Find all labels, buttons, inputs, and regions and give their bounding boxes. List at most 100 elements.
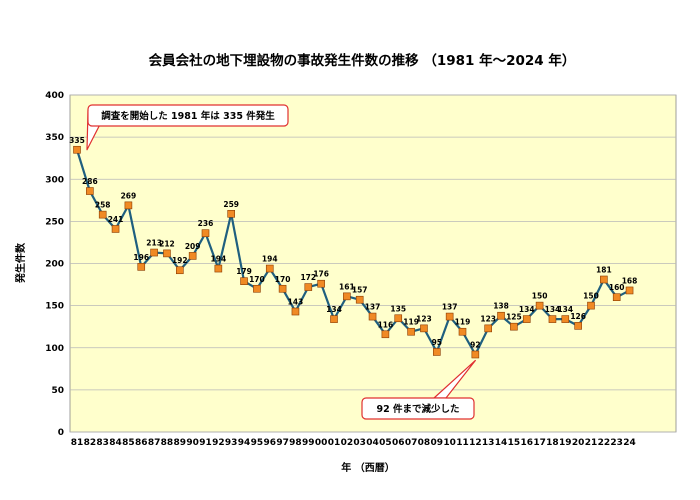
- data-label: 259: [223, 200, 239, 209]
- data-label: 176: [313, 270, 329, 279]
- x-tick-label: 86: [135, 438, 148, 448]
- data-point: [484, 324, 493, 333]
- data-point: [265, 264, 274, 273]
- x-tick-label: 88: [161, 438, 174, 448]
- x-tick-label: 14: [495, 438, 508, 448]
- y-axis-title: 発生件数: [14, 242, 27, 284]
- data-point: [368, 312, 377, 321]
- data-point: [188, 252, 197, 260]
- x-tick-label: 03: [353, 438, 366, 448]
- data-label: 125: [506, 313, 522, 322]
- data-point: [343, 292, 351, 301]
- x-tick-label: 92: [212, 438, 225, 448]
- data-label: 116: [378, 320, 394, 329]
- data-point: [150, 248, 158, 257]
- data-point: [176, 266, 184, 275]
- data-label: 123: [480, 314, 496, 323]
- y-tick-label: 350: [45, 133, 64, 143]
- data-label: 119: [403, 318, 419, 327]
- data-label: 212: [159, 239, 175, 248]
- data-label: 196: [133, 253, 149, 262]
- x-tick-label: 07: [405, 438, 418, 448]
- data-point: [291, 307, 300, 316]
- callout-text: 92 件まで減少した: [376, 403, 459, 415]
- data-label: 194: [262, 255, 278, 264]
- x-tick-label: 95: [251, 438, 264, 448]
- x-tick-label: 13: [482, 438, 495, 448]
- data-label: 134: [557, 305, 573, 314]
- data-point: [304, 283, 313, 291]
- x-tick-label: 08: [418, 438, 431, 448]
- data-point: [510, 322, 518, 331]
- data-label: 123: [416, 314, 432, 323]
- x-tick-label: 12: [469, 438, 482, 448]
- data-label: 137: [442, 303, 458, 312]
- annotation-layer: 調査を開始した 1981 年は 335 件発生 92 件まで減少した: [86, 104, 476, 420]
- data-point: [587, 301, 595, 310]
- callout-seam: [434, 398, 446, 402]
- callout-text: 調査を開始した 1981 年は 335 件発生: [101, 110, 275, 122]
- data-label: 209: [185, 242, 201, 251]
- x-tick-label: 96: [263, 438, 276, 448]
- data-point: [163, 249, 171, 258]
- data-label: 170: [275, 275, 291, 284]
- data-label: 194: [211, 255, 227, 264]
- x-tick-label: 16: [520, 438, 533, 448]
- data-point: [124, 201, 133, 210]
- x-tick-label: 99: [302, 438, 315, 448]
- data-label: 157: [352, 286, 368, 295]
- data-label: 269: [121, 191, 137, 200]
- x-tick-label: 18: [546, 438, 559, 448]
- x-tick-label: 15: [508, 438, 521, 448]
- y-tick-label: 200: [45, 260, 64, 270]
- data-point: [420, 324, 428, 333]
- data-label: 236: [198, 219, 214, 228]
- data-label: 160: [609, 283, 625, 292]
- data-point: [522, 315, 531, 323]
- data-point: [330, 315, 338, 323]
- data-label: 161: [339, 282, 355, 291]
- callout-seam: [88, 111, 103, 120]
- data-point: [240, 277, 248, 285]
- data-label: 150: [532, 292, 548, 301]
- data-point: [278, 284, 287, 293]
- marker-layer: [73, 145, 634, 359]
- data-label: 286: [82, 177, 98, 186]
- data-point: [201, 229, 210, 237]
- x-tick-label: 93: [225, 438, 238, 448]
- x-axis-ticks: 81 82 83 84 85 86 87 88 89 90 91 92 93 94 95 96 97 98 99 00…: [71, 438, 636, 448]
- data-point: [214, 264, 223, 273]
- data-point: [432, 348, 441, 356]
- x-tick-label: 82: [84, 438, 97, 448]
- x-tick-label: 17: [533, 438, 546, 448]
- data-point: [574, 322, 582, 330]
- data-point: [458, 327, 467, 336]
- data-point: [561, 315, 570, 323]
- x-tick-label: 20: [572, 438, 585, 448]
- data-point: [111, 225, 120, 233]
- data-point: [227, 209, 235, 218]
- data-label: 135: [390, 304, 406, 313]
- data-point: [355, 295, 364, 304]
- data-label: 170: [249, 275, 265, 284]
- data-label: 134: [326, 305, 342, 314]
- data-point: [407, 327, 415, 336]
- data-label: 92: [470, 340, 480, 349]
- x-tick-label: 02: [341, 438, 354, 448]
- data-point: [98, 210, 107, 219]
- data-point: [445, 312, 454, 321]
- x-tick-label: 87: [148, 438, 161, 448]
- data-label: 134: [545, 305, 561, 314]
- data-point: [394, 314, 403, 323]
- x-tick-label: 23: [610, 438, 623, 448]
- y-tick-label: 0: [58, 428, 64, 438]
- y-tick-label: 150: [45, 302, 64, 312]
- y-tick-label: 250: [45, 217, 64, 227]
- data-label: 192: [172, 256, 188, 265]
- data-label: 137: [365, 303, 381, 312]
- data-label: 138: [493, 302, 509, 311]
- x-tick-label: 89: [174, 438, 187, 448]
